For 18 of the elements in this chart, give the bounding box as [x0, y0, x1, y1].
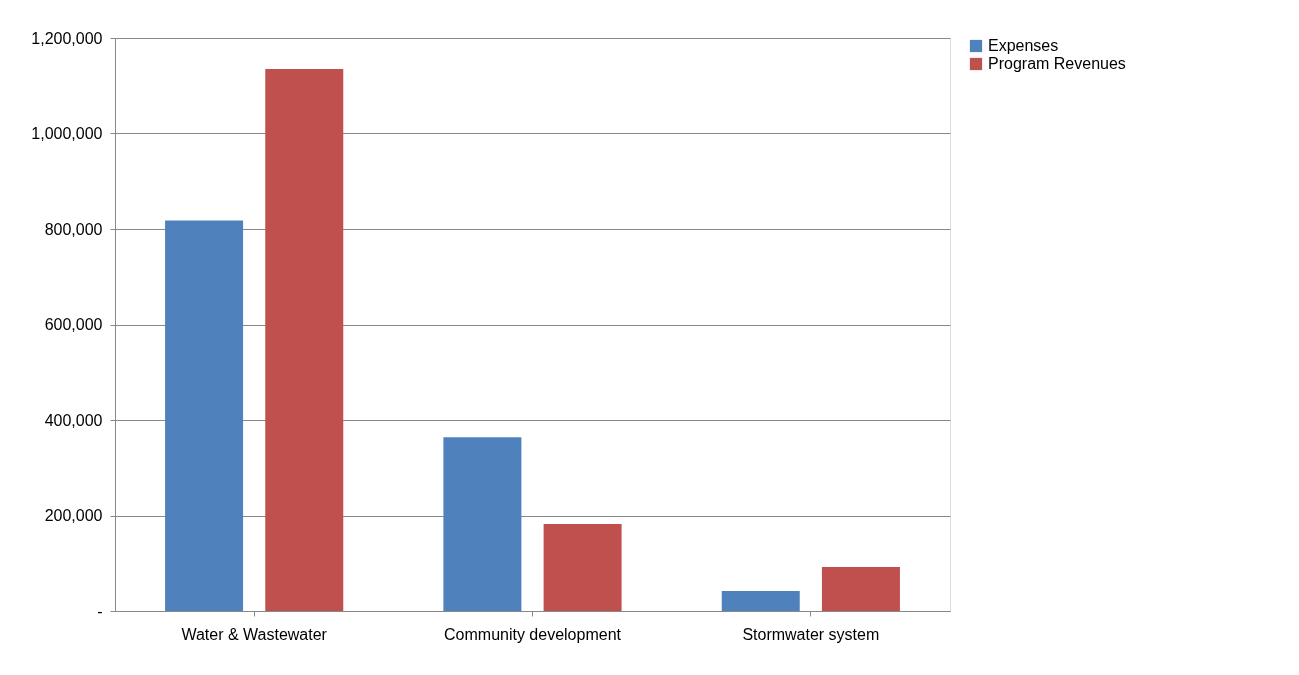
y-tick-label: 400,000	[44, 411, 103, 429]
y-tick-label: 1,000,000	[31, 125, 103, 142]
x-tick-label: Community development	[444, 625, 622, 643]
bar	[165, 220, 244, 611]
x-tick-label: Stormwater system	[742, 625, 880, 643]
y-tick-label: 800,000	[44, 220, 103, 238]
x-tick-label: Water & Wastewater	[181, 625, 328, 643]
y-tick-label: -	[97, 602, 103, 620]
bar	[721, 590, 800, 611]
legend-label: Expenses	[988, 37, 1059, 54]
bar	[443, 437, 522, 611]
y-tick-label: 1,200,000	[31, 29, 103, 47]
y-tick-label: 200,000	[44, 507, 103, 524]
legend-label: Program Revenues	[988, 55, 1126, 72]
y-tick-label: 600,000	[44, 316, 103, 333]
bar	[821, 567, 900, 611]
bar	[543, 524, 622, 611]
bar	[265, 69, 344, 611]
